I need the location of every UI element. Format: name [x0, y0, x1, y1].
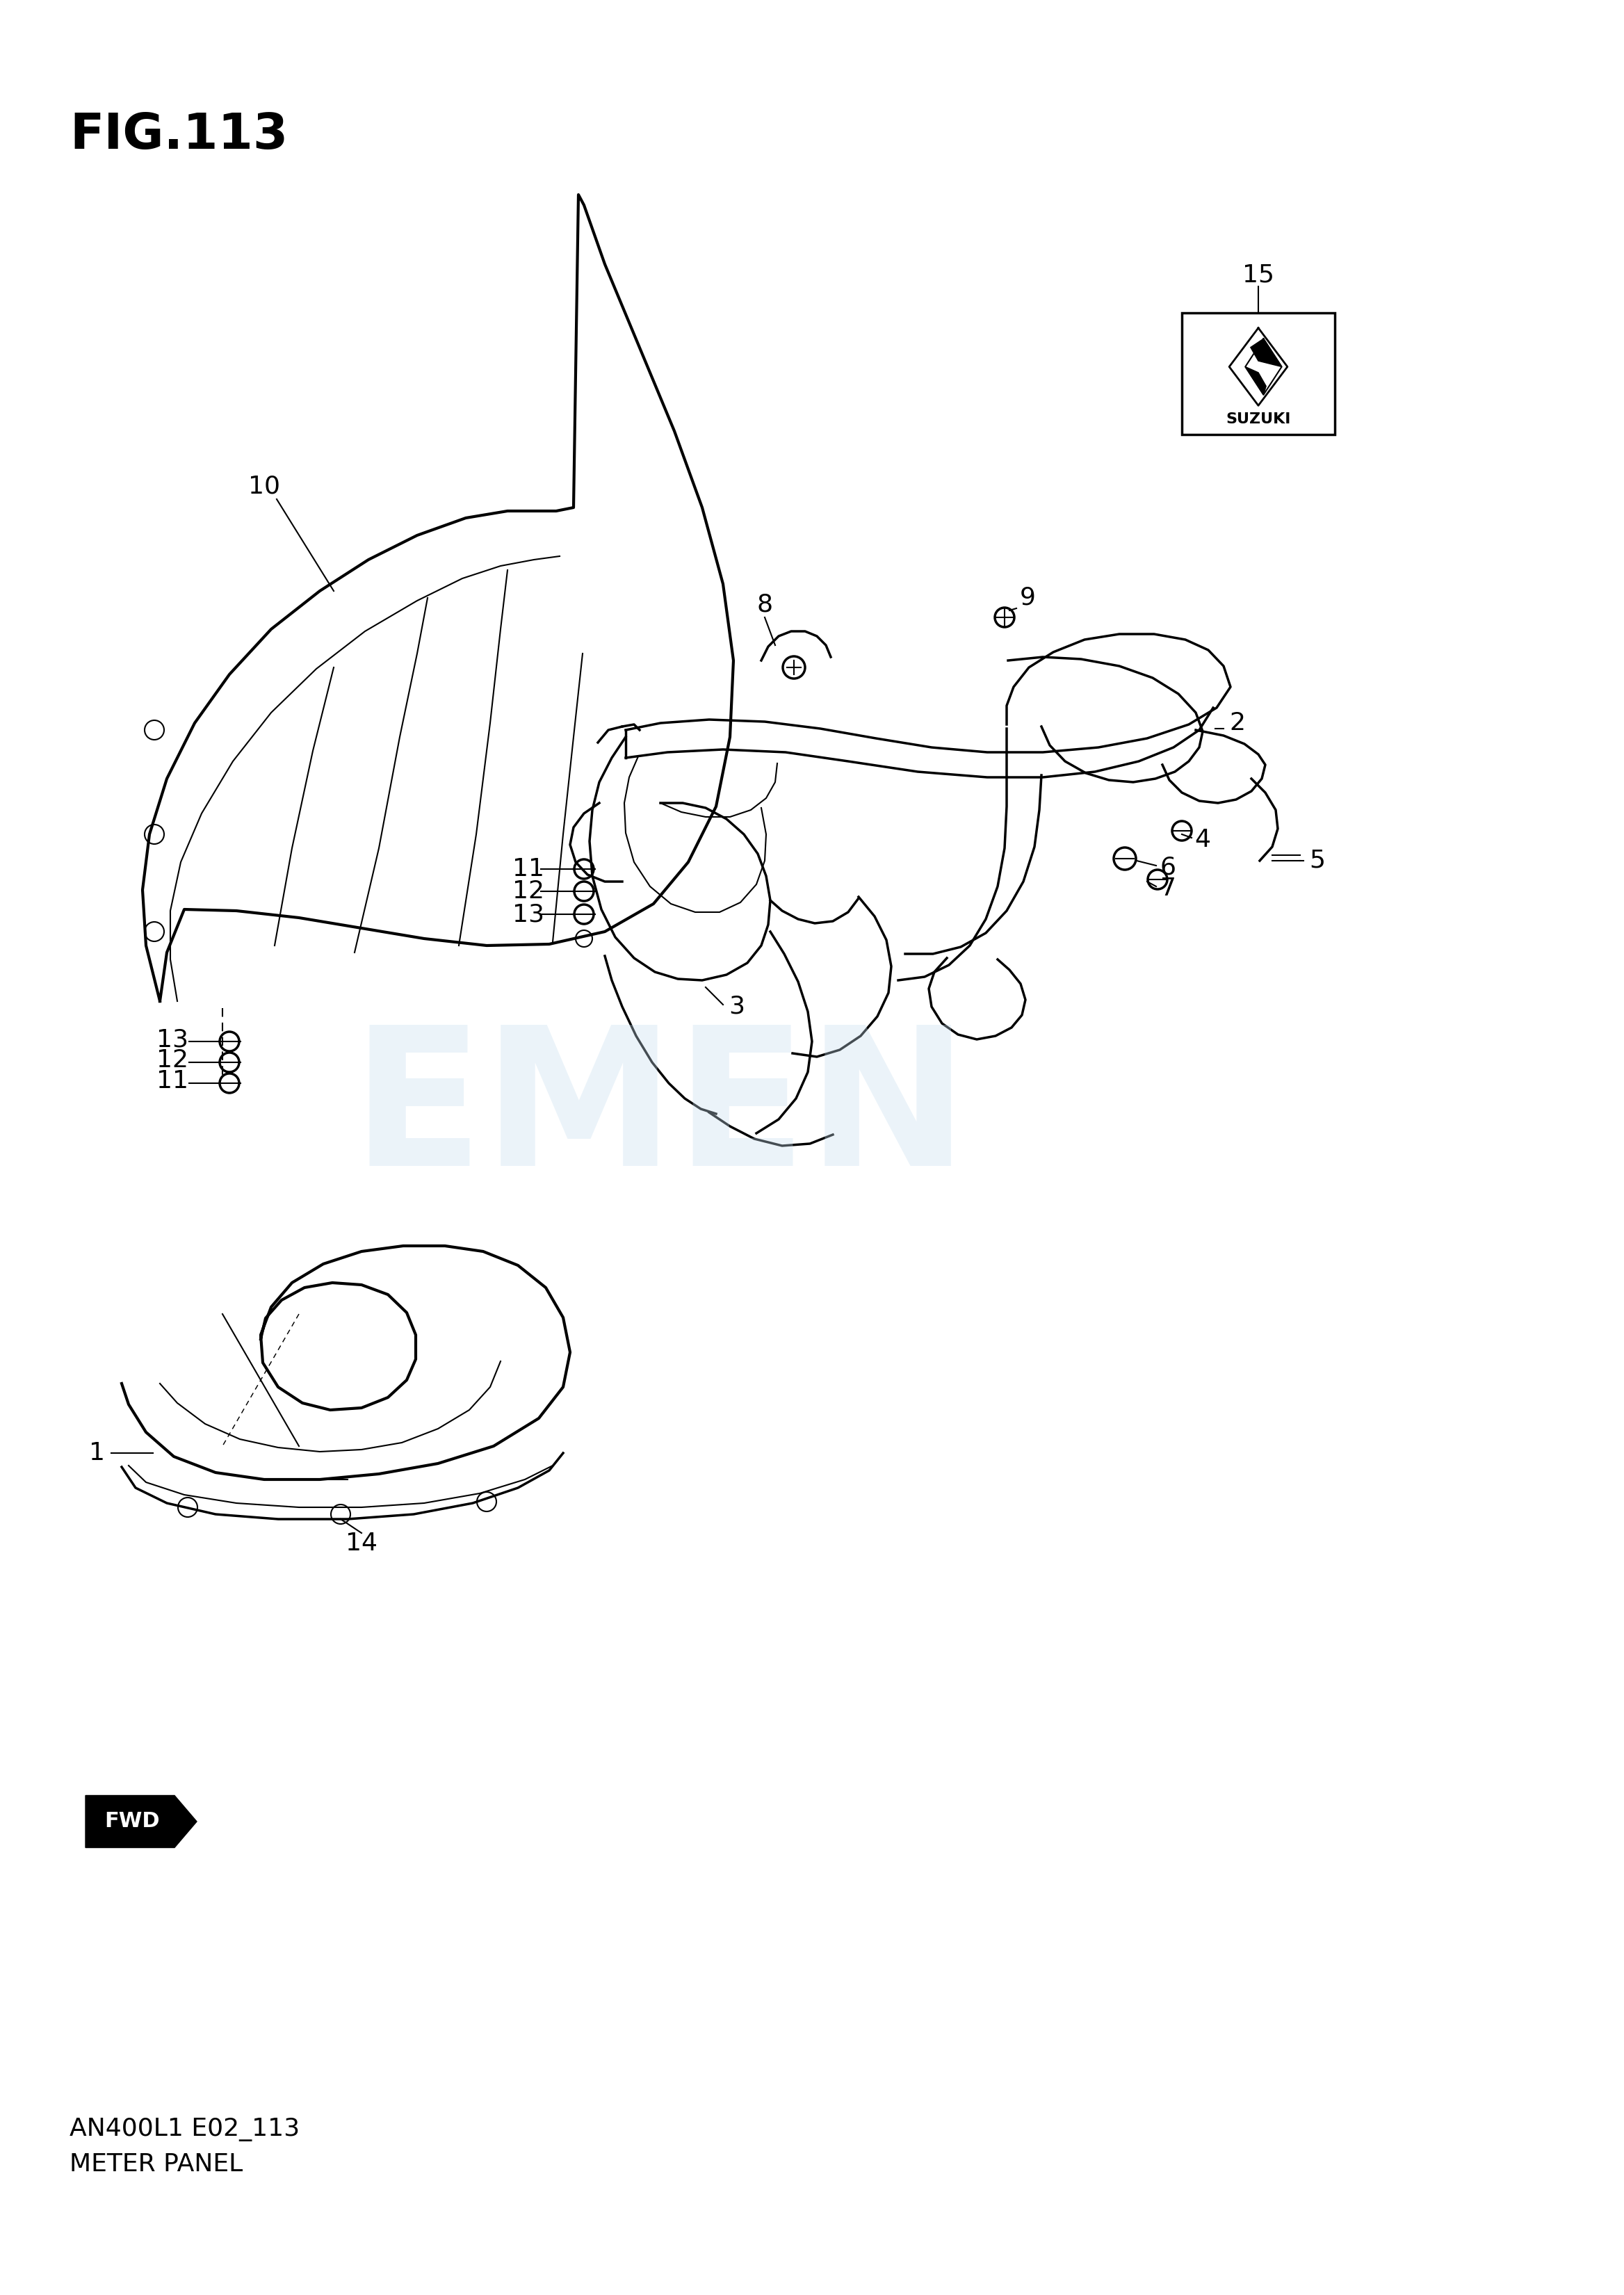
Text: 10: 10 [248, 475, 281, 498]
Polygon shape [1246, 367, 1267, 395]
Text: 7: 7 [1160, 877, 1176, 900]
Polygon shape [1250, 340, 1281, 367]
Text: 8: 8 [757, 592, 773, 617]
Text: 12: 12 [512, 879, 544, 904]
Text: METER PANEL: METER PANEL [70, 2153, 244, 2176]
Text: FIG.113: FIG.113 [70, 110, 287, 158]
Text: 6: 6 [1160, 856, 1176, 879]
Text: EMEN: EMEN [352, 1019, 970, 1207]
Text: FWD: FWD [104, 1811, 159, 1831]
Text: 11: 11 [156, 1069, 188, 1092]
Text: 2: 2 [1229, 711, 1246, 734]
Text: 12: 12 [156, 1049, 188, 1072]
Text: 9: 9 [1020, 585, 1036, 610]
Text: 3: 3 [729, 996, 745, 1019]
Text: 13: 13 [512, 902, 544, 927]
Text: 13: 13 [156, 1028, 188, 1051]
Text: SUZUKI: SUZUKI [1226, 413, 1291, 427]
Text: 4: 4 [1195, 828, 1212, 851]
Polygon shape [86, 1795, 197, 1847]
Text: 11: 11 [512, 858, 544, 881]
Bar [1182, 312, 1335, 434]
Text: 5: 5 [1309, 849, 1325, 872]
Text: AN400L1 E02_113: AN400L1 E02_113 [70, 2118, 300, 2141]
Text: 1: 1 [89, 1441, 106, 1464]
Text: 15: 15 [1242, 264, 1275, 287]
Text: 14: 14 [346, 1531, 377, 1556]
